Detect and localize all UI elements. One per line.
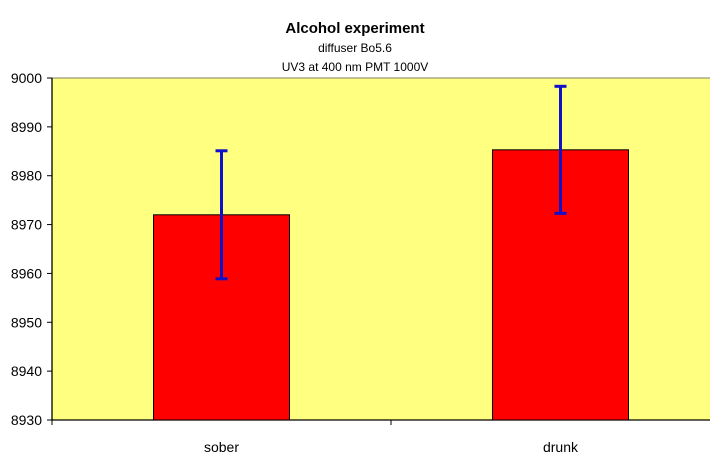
y-tick-label: 8970 bbox=[11, 217, 42, 233]
x-tick-label: drunk bbox=[543, 439, 579, 455]
y-tick-label: 8930 bbox=[11, 412, 42, 428]
y-tick-label: 8960 bbox=[11, 265, 42, 281]
y-tick-label: 8950 bbox=[11, 314, 42, 330]
y-tick-label: 8940 bbox=[11, 363, 42, 379]
y-tick-label: 8980 bbox=[11, 168, 42, 184]
y-tick-label: 8990 bbox=[11, 119, 42, 135]
y-tick-label: 9000 bbox=[11, 70, 42, 86]
x-tick-label: sober bbox=[204, 439, 239, 455]
chart-title: Alcohol experiment bbox=[285, 20, 424, 37]
chart-subtitle-2: UV3 at 400 nm PMT 1000V bbox=[282, 60, 429, 74]
chart-subtitle-1: diffuser Bo5.6 bbox=[318, 41, 392, 55]
